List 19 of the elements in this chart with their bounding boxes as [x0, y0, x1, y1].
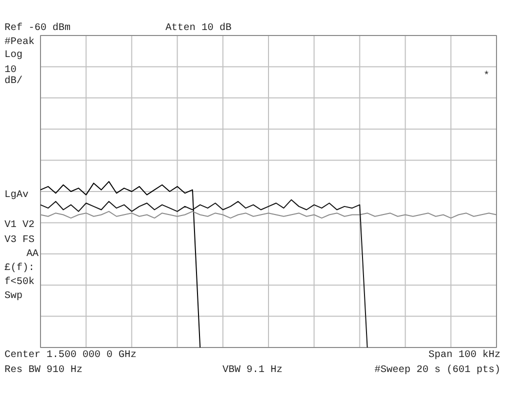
text: Span 100 kHz	[428, 349, 501, 361]
text: #Peak	[4, 36, 35, 48]
text: Res BW 910 Hz	[4, 365, 83, 376]
text: f<50k	[4, 276, 35, 288]
text: VBW 9.1 Hz	[222, 365, 283, 376]
text: V3 FS	[4, 235, 35, 246]
text: dB/	[4, 75, 23, 87]
text: *	[484, 70, 490, 82]
text: LgAv	[4, 190, 29, 201]
text: #Sweep 20 s (601 pts)	[374, 364, 501, 376]
text: Log	[4, 50, 23, 61]
text: Swp	[4, 291, 23, 302]
text: AA	[26, 249, 39, 260]
text: 10	[4, 65, 17, 76]
text: £(f):	[4, 262, 35, 274]
text: Center 1.500 000 0 GHz	[4, 350, 137, 361]
text: Atten 10 dB	[166, 22, 232, 34]
text: Ref -60 dBm	[4, 22, 71, 34]
text: V1 V2	[4, 220, 35, 231]
